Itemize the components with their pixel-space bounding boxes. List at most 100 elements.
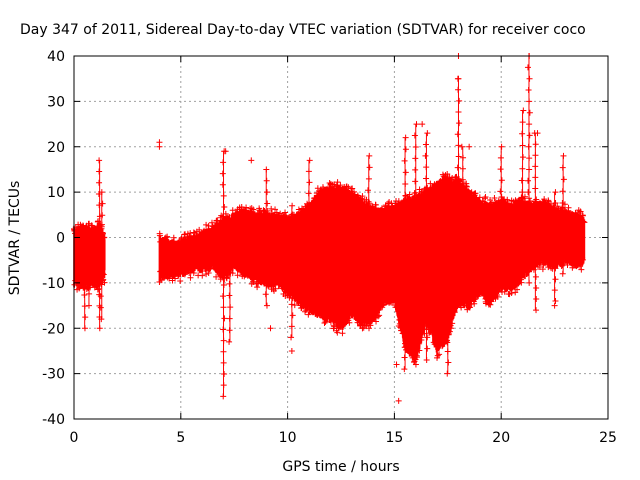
sdtvar-spike-point (226, 280, 233, 287)
sdtvar-spike-point (412, 304, 419, 311)
sdtvar-spike-point (98, 223, 105, 230)
sdtvar-spike-point (289, 224, 296, 231)
sdtvar-point (339, 330, 346, 337)
sdtvar-spike-point (551, 221, 558, 228)
sdtvar-spike-point (444, 204, 451, 211)
sdtvar-spike-point (519, 142, 526, 149)
sdtvar-point (472, 190, 479, 197)
sdtvar-spike-point (552, 210, 559, 217)
sdtvar-spike-point (98, 189, 105, 196)
sdtvar-spike-point (423, 322, 430, 329)
sdtvar-spike-point (533, 296, 540, 303)
sdtvar-point (564, 262, 571, 269)
sdtvar-spike-point (499, 266, 506, 273)
sdtvar-point (177, 277, 184, 284)
sdtvar-point (436, 351, 443, 358)
sdtvar-spike-point (424, 243, 431, 250)
sdtvar-spike-point (456, 120, 463, 127)
sdtvar-spike-point (498, 277, 505, 284)
sdtvar-spike-point (520, 235, 527, 242)
sdtvar-outlier-point (419, 121, 426, 128)
sdtvar-spike-point (226, 292, 233, 299)
sdtvar-spike-point (526, 98, 533, 105)
sdtvar-spike-point (366, 256, 373, 263)
sdtvar-spike-point (455, 197, 462, 204)
sdtvar-spike-point (81, 247, 88, 254)
sdtvar-spike-point (560, 247, 567, 254)
sdtvar-spike-point (220, 337, 227, 344)
sdtvar-spike-point (288, 246, 295, 253)
sdtvar-spike-point (288, 279, 295, 286)
sdtvar-spike-point (459, 287, 466, 294)
sdtvar-spike-point (551, 287, 558, 294)
chart-title: Day 347 of 2011, Sidereal Day-to-day VTE… (20, 22, 586, 38)
sdtvar-spike-point (499, 199, 506, 206)
sdtvar-spike-point (413, 281, 420, 288)
sdtvar-spike-point (401, 215, 408, 222)
sdtvar-spike-point (519, 247, 526, 254)
sdtvar-spike-point (411, 350, 418, 357)
sdtvar-spike-point (498, 244, 505, 251)
sdtvar-spike-point (220, 259, 227, 266)
sdtvar-spike-point (287, 257, 294, 264)
sdtvar-spike-point (412, 201, 419, 208)
sdtvar-spike-point (454, 231, 461, 238)
sdtvar-spike-point (531, 251, 538, 258)
sdtvar-spike-point (454, 131, 461, 138)
sdtvar-spike-point (219, 181, 226, 188)
sdtvar-spike-point (82, 314, 89, 321)
sdtvar-point (250, 206, 257, 213)
sdtvar-spike-point (551, 254, 558, 261)
sdtvar-point (471, 300, 478, 307)
sdtvar-point (550, 204, 557, 211)
sdtvar-spike-point (365, 313, 372, 320)
sdtvar-spike-point (412, 155, 419, 162)
sdtvar-spike-point (412, 143, 419, 150)
sdtvar-spike-point (99, 269, 106, 276)
sdtvar-spike-point (402, 250, 409, 257)
sdtvar-spike-point (80, 236, 87, 243)
x-tick-label: 25 (599, 430, 617, 446)
sdtvar-spike-point (559, 200, 566, 207)
sdtvar-spike-point (81, 258, 88, 265)
sdtvar-point (264, 207, 271, 214)
sdtvar-spike-point (263, 245, 270, 252)
sdtvar-spike-point (226, 327, 233, 334)
x-tick-label: 5 (176, 430, 185, 446)
sdtvar-spike-point (98, 246, 105, 253)
sdtvar-spike-point (518, 177, 525, 184)
sdtvar-spike-point (552, 200, 559, 207)
sdtvar-spike-point (412, 327, 419, 334)
sdtvar-outlier-point (156, 143, 163, 150)
sdtvar-spike-point (85, 255, 92, 262)
sdtvar-spike-point (81, 303, 88, 310)
sdtvar-spike-point (262, 291, 269, 298)
sdtvar-spike-point (460, 220, 467, 227)
sdtvar-spike-point (445, 304, 452, 311)
x-tick-label: 10 (279, 430, 297, 446)
sdtvar-spike-point (412, 338, 419, 345)
sdtvar-spike-point (526, 245, 533, 252)
sdtvar-spike-point (519, 130, 526, 137)
sdtvar-spike-point (455, 220, 462, 227)
sdtvar-spike-point (227, 246, 234, 253)
sdtvar-spike-point (263, 302, 270, 309)
sdtvar-spike-point (455, 209, 462, 216)
sdtvar-spike-point (220, 281, 227, 288)
sdtvar-spike-point (411, 132, 418, 139)
sdtvar-spike-point (552, 276, 559, 283)
sdtvar-spike-point (498, 255, 505, 262)
y-tick-label: 20 (47, 140, 65, 156)
sdtvar-spike-point (82, 225, 89, 232)
sdtvar-point (321, 319, 328, 326)
y-tick-label: -10 (42, 276, 65, 292)
sdtvar-spike-point (422, 266, 429, 273)
sdtvar-spike-point (96, 202, 103, 209)
sdtvar-point (95, 285, 102, 292)
sdtvar-point (541, 196, 548, 203)
sdtvar-spike-point (560, 211, 567, 218)
sdtvar-spike-point (264, 189, 271, 196)
y-tick-label: 10 (47, 185, 65, 201)
sdtvar-spike-point (413, 212, 420, 219)
